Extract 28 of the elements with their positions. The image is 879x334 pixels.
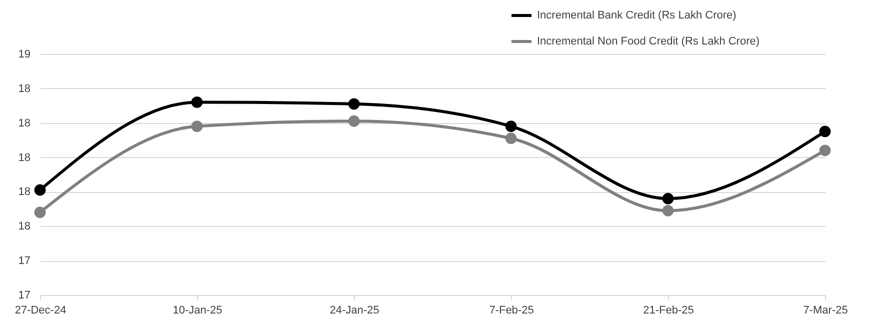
x-tick-label: 7-Feb-25	[489, 304, 534, 316]
y-tick-label: 18	[18, 117, 30, 130]
point	[662, 192, 674, 204]
y-tick-label: 17	[18, 290, 30, 302]
y-tick-label: 18	[18, 186, 30, 198]
point	[348, 115, 360, 127]
point	[34, 206, 46, 218]
point	[819, 144, 831, 156]
point	[505, 132, 517, 144]
x-tick-label: 27-Dec-24	[14, 304, 66, 316]
point	[819, 126, 831, 138]
point	[505, 120, 517, 132]
y-tick-label: 17	[18, 255, 30, 268]
y-tick-label: 18	[18, 220, 30, 233]
y-tick-label: 18	[18, 82, 30, 95]
x-tick-label: 24-Jan-25	[330, 304, 380, 316]
y-tick-label: 19	[18, 48, 30, 60]
point	[348, 98, 360, 110]
x-tick-label: 21-Feb-25	[643, 304, 694, 316]
x-tick-label: 7-Mar-25	[803, 304, 848, 316]
point	[662, 204, 674, 216]
y-tick-label: 18	[18, 152, 30, 164]
legend-label: Incremental Non Food Credit (Rs Lakh Crore)	[537, 36, 760, 48]
point	[34, 184, 46, 196]
point	[191, 96, 203, 108]
point	[191, 120, 203, 132]
legend-label: Incremental Bank Credit (Rs Lakh Crore)	[537, 10, 736, 22]
x-tick-label: 10-Jan-25	[172, 304, 222, 316]
